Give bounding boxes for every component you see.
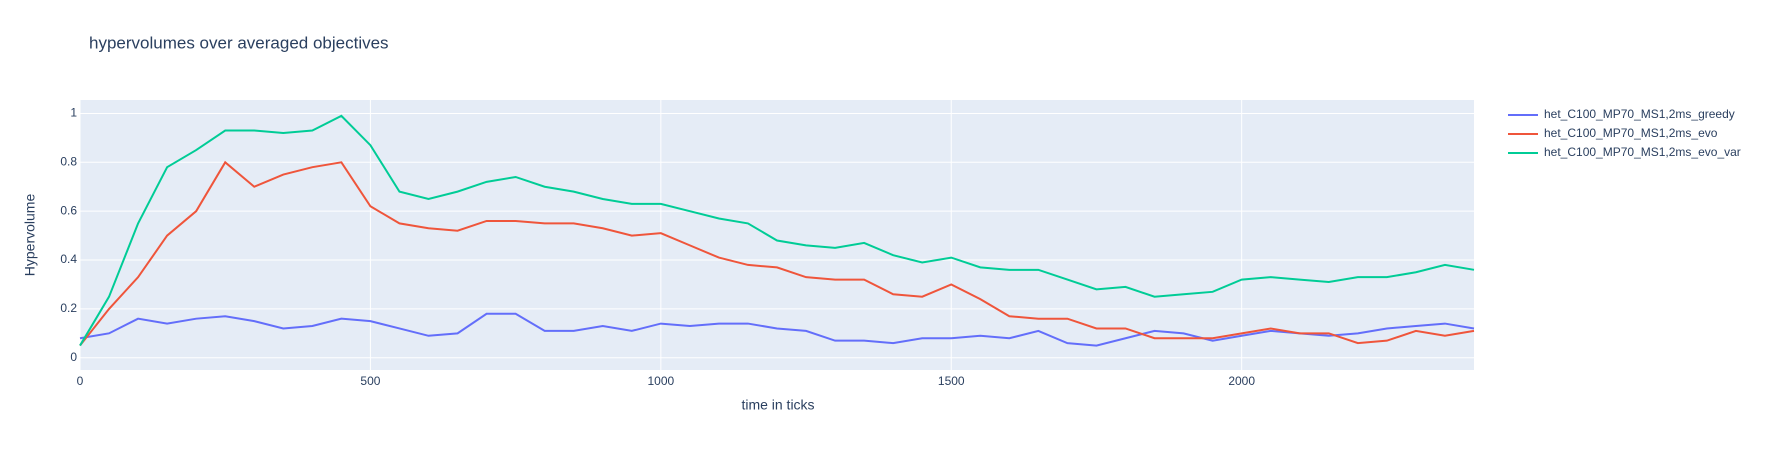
y-tick-label: 0.8 bbox=[60, 154, 77, 168]
series-line bbox=[79, 114, 1475, 347]
x-tick-label: 2000 bbox=[1228, 374, 1255, 388]
x-tick-label: 1500 bbox=[938, 374, 965, 388]
legend-label[interactable]: het_C100_MP70_MS1,2ms_evo_var bbox=[1544, 145, 1741, 159]
legend-label[interactable]: het_C100_MP70_MS1,2ms_evo bbox=[1544, 126, 1718, 140]
y-tick-label: 0 bbox=[70, 350, 77, 364]
x-tick-label: 1000 bbox=[647, 374, 674, 388]
y-tick-label: 0.2 bbox=[60, 301, 77, 315]
legend-label[interactable]: het_C100_MP70_MS1,2ms_greedy bbox=[1544, 107, 1735, 121]
x-tick-label: 0 bbox=[77, 374, 84, 388]
y-axis-title: Hypervolume bbox=[22, 194, 38, 277]
x-axis-title: time in ticks bbox=[741, 397, 814, 413]
y-tick-label: 0.4 bbox=[60, 252, 77, 266]
y-tick-label: 1 bbox=[70, 106, 77, 120]
y-tick-label: 0.6 bbox=[60, 203, 77, 217]
x-tick-label: 500 bbox=[360, 374, 380, 388]
series-line bbox=[79, 312, 1475, 347]
series-line bbox=[79, 160, 1475, 347]
chart-title: hypervolumes over averaged objectives bbox=[89, 33, 389, 52]
